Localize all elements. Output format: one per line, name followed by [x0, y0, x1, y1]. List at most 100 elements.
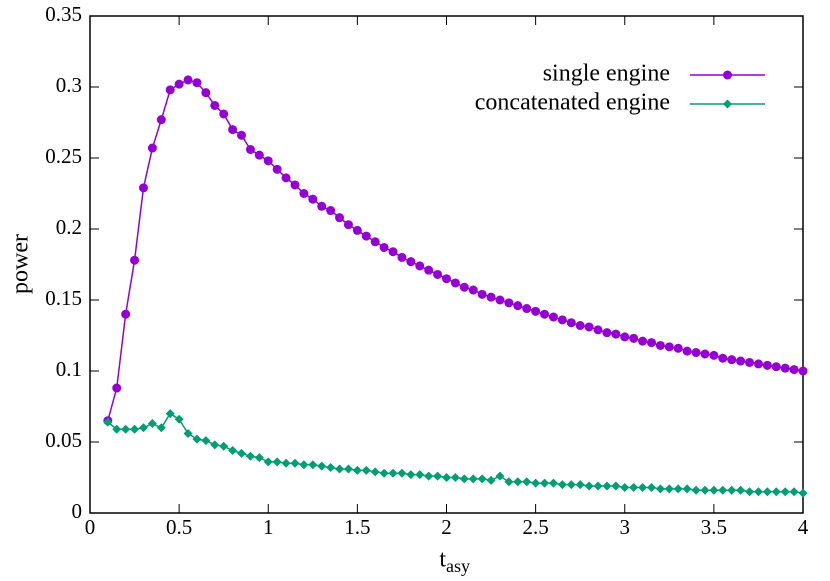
- data-point: [326, 206, 336, 216]
- data-point: [343, 464, 353, 474]
- data-point: [611, 481, 621, 491]
- data-point: [646, 338, 656, 348]
- data-point: [566, 480, 576, 490]
- data-point: [477, 474, 487, 484]
- data-point: [290, 180, 300, 190]
- data-point: [335, 464, 345, 474]
- data-point: [513, 301, 523, 311]
- data-point: [531, 478, 541, 488]
- data-point: [780, 487, 790, 497]
- y-tick-label: 0.05: [45, 428, 82, 452]
- data-point: [459, 282, 469, 292]
- data-point: [201, 88, 211, 98]
- data-point: [370, 237, 380, 247]
- data-point: [736, 485, 746, 495]
- data-point: [691, 348, 701, 358]
- data-point: [548, 312, 558, 322]
- data-point: [415, 470, 425, 480]
- data-point: [156, 423, 166, 433]
- data-point: [281, 173, 291, 183]
- data-point: [477, 289, 487, 299]
- data-point: [548, 478, 558, 488]
- data-point: [753, 359, 763, 369]
- data-point: [753, 487, 763, 497]
- data-point: [183, 428, 193, 438]
- data-point: [442, 473, 451, 482]
- data-point: [762, 487, 772, 497]
- data-point: [495, 295, 505, 305]
- data-point: [709, 350, 719, 360]
- data-point: [352, 225, 362, 235]
- data-point: [611, 329, 621, 339]
- data-point: [450, 473, 460, 482]
- data-point: [718, 353, 728, 363]
- legend-label: concatenated engine: [475, 90, 670, 116]
- data-point: [112, 424, 122, 434]
- x-axis-label-subscript: asy: [446, 556, 470, 576]
- data-point: [771, 487, 781, 497]
- data-point: [638, 482, 648, 492]
- data-point: [495, 471, 505, 481]
- data-point: [629, 333, 639, 343]
- data-point: [718, 485, 728, 495]
- data-point: [326, 463, 336, 473]
- data-point: [646, 482, 656, 492]
- data-point: [655, 340, 665, 350]
- data-point: [406, 257, 416, 267]
- data-point: [237, 130, 247, 140]
- data-point: [504, 298, 514, 308]
- series-line: [107, 79, 804, 421]
- data-point: [575, 480, 585, 490]
- data-point: [192, 78, 202, 88]
- data-point: [655, 484, 665, 494]
- data-point: [540, 309, 550, 319]
- data-point: [415, 261, 425, 271]
- data-point: [272, 457, 282, 467]
- data-point: [219, 109, 229, 119]
- data-point: [281, 458, 291, 468]
- legend-swatch-marker: [723, 99, 732, 109]
- data-point: [620, 482, 630, 492]
- data-point: [727, 485, 737, 495]
- data-point: [468, 474, 478, 484]
- data-point: [798, 488, 808, 498]
- data-point: [745, 357, 755, 367]
- data-point: [112, 383, 122, 393]
- data-point: [629, 482, 639, 492]
- data-point: [147, 419, 157, 429]
- data-point: [682, 346, 692, 356]
- data-point: [210, 440, 220, 450]
- x-tick-label: 0.5: [166, 515, 192, 539]
- x-tick-label: 3: [620, 515, 631, 539]
- data-point: [272, 164, 282, 174]
- data-point: [513, 477, 523, 487]
- x-tick-label: 2: [441, 515, 452, 539]
- x-tick-label: 4: [798, 515, 809, 539]
- data-point: [263, 457, 273, 467]
- data-point: [130, 255, 140, 265]
- data-point: [263, 156, 273, 166]
- data-point: [575, 321, 585, 331]
- data-point: [593, 481, 603, 491]
- x-tick-label: 1.5: [344, 515, 370, 539]
- data-point: [130, 424, 140, 434]
- y-tick-label: 0.25: [45, 144, 82, 168]
- data-point: [121, 309, 131, 319]
- data-point: [299, 460, 309, 470]
- data-point: [691, 485, 701, 495]
- data-point: [566, 318, 576, 328]
- data-point: [397, 252, 407, 262]
- data-point: [700, 485, 710, 495]
- data-point: [745, 487, 755, 497]
- data-point: [308, 460, 318, 470]
- data-point: [540, 478, 550, 488]
- data-point: [174, 414, 184, 424]
- data-point: [165, 409, 175, 419]
- data-point: [335, 213, 345, 223]
- data-point: [727, 355, 737, 365]
- data-point: [673, 484, 683, 494]
- data-point: [388, 247, 398, 257]
- data-point: [700, 349, 710, 359]
- x-axis-label: t: [439, 547, 446, 573]
